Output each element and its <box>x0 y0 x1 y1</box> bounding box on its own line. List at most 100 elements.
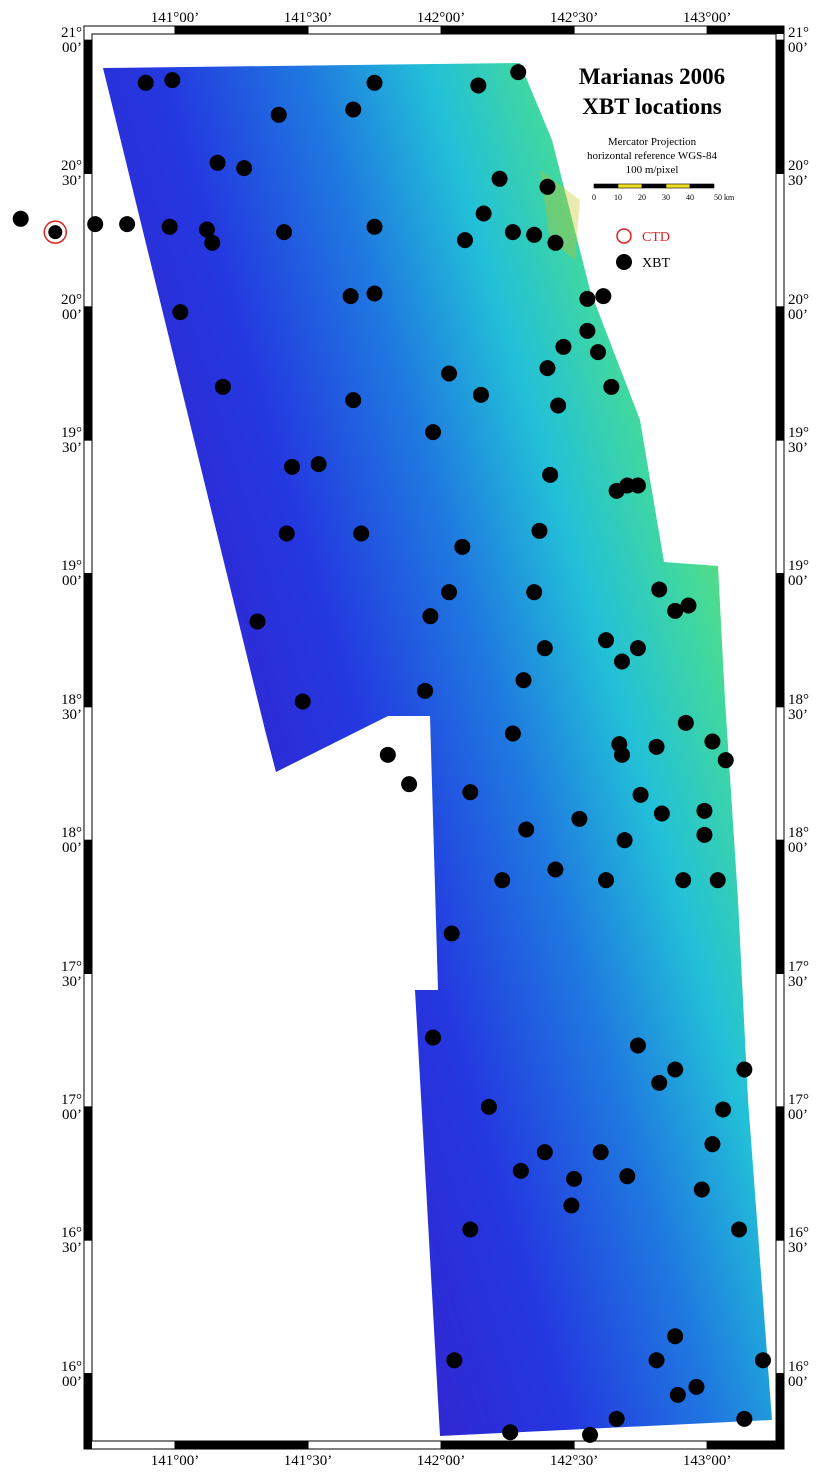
xbt-station <box>417 683 433 699</box>
x-tick-label: 141°00’ <box>135 11 215 26</box>
y-tick-label: 17° 00’ <box>40 1093 82 1123</box>
xbt-station <box>710 872 726 888</box>
xbt-station <box>172 304 188 320</box>
xbt-station <box>718 752 734 768</box>
projection-note: horizontal reference WGS-84 <box>587 150 717 162</box>
xbt-station <box>492 171 508 187</box>
xbt-station <box>516 672 532 688</box>
scale-label: 0 <box>592 193 596 202</box>
xbt-station <box>279 525 295 541</box>
xbt-station <box>630 477 646 493</box>
xbt-station <box>550 397 566 413</box>
xbt-station <box>563 1198 579 1214</box>
y-tick-label: 19° 00’ <box>788 559 824 589</box>
scale-segment <box>618 184 642 188</box>
y-tick-label: 17° 30’ <box>40 960 82 990</box>
scale-label: 30 <box>662 193 670 202</box>
y-tick-label: 18° 30’ <box>788 693 824 723</box>
frame-bar <box>776 307 784 440</box>
xbt-station <box>694 1182 710 1198</box>
x-tick-label: 143°00’ <box>667 11 747 26</box>
xbt-station <box>345 392 361 408</box>
xbt-station <box>276 224 292 240</box>
xbt-station <box>422 608 438 624</box>
xbt-station <box>731 1222 747 1238</box>
title: Marianas 2006 <box>579 64 725 89</box>
frame-bar <box>776 1107 784 1240</box>
xbt-station <box>614 747 630 763</box>
xbt-station <box>446 1352 462 1368</box>
xbt-station <box>462 1222 478 1238</box>
frame-bar <box>84 1374 92 1449</box>
scale-segment <box>666 184 690 188</box>
scale-label: 40 <box>686 193 694 202</box>
xbt-station <box>547 235 563 251</box>
xbt-station <box>87 216 103 232</box>
xbt-station <box>164 72 180 88</box>
xbt-station <box>13 211 29 227</box>
x-tick-label: 142°30’ <box>534 11 614 26</box>
xbt-station <box>696 803 712 819</box>
xbt-station <box>603 379 619 395</box>
xbt-station <box>579 323 595 339</box>
legend-label: CTD <box>642 230 670 245</box>
xbt-station <box>210 155 226 171</box>
frame-bar <box>441 1441 574 1449</box>
xbt-station <box>630 640 646 656</box>
scale-segment <box>642 184 666 188</box>
frame-bar <box>84 1107 92 1240</box>
xbt-station <box>651 581 667 597</box>
projection-note: 100 m/pixel <box>626 164 679 176</box>
frame-bar <box>175 26 308 34</box>
xbt-station <box>688 1379 704 1395</box>
xbt-station <box>284 459 300 475</box>
xbt-station <box>595 288 611 304</box>
xbt-station <box>441 584 457 600</box>
xbt-station <box>598 632 614 648</box>
y-tick-label: 20° 30’ <box>40 159 82 189</box>
xbt-station <box>343 288 359 304</box>
xbt-station <box>667 1328 683 1344</box>
scale-segment <box>594 184 618 188</box>
xbt-station <box>704 734 720 750</box>
xbt-station <box>236 160 252 176</box>
y-tick-label: 20° 00’ <box>788 293 824 323</box>
xbt-station <box>518 822 534 838</box>
y-tick-label: 19° 30’ <box>788 426 824 456</box>
y-tick-label: 19° 00’ <box>40 559 82 589</box>
y-tick-label: 16° 00’ <box>788 1360 824 1390</box>
xbt-station <box>630 1038 646 1054</box>
xbt-station <box>454 539 470 555</box>
ctd-station <box>48 225 62 239</box>
xbt-station <box>367 285 383 301</box>
xbt-station <box>119 216 135 232</box>
xbt-station <box>566 1171 582 1187</box>
x-tick-label: 143°00’ <box>667 1454 747 1469</box>
xbt-station <box>401 776 417 792</box>
xbt-station <box>215 379 231 395</box>
xbt-station <box>271 107 287 123</box>
xbt-station <box>582 1427 598 1443</box>
xbt-station <box>295 693 311 709</box>
x-tick-label: 141°30’ <box>268 11 348 26</box>
xbt-station <box>680 597 696 613</box>
xbt-station <box>555 339 571 355</box>
xbt-station <box>470 77 486 93</box>
frame-bar <box>84 840 92 973</box>
xbt-station <box>670 1387 686 1403</box>
xbt-station <box>678 715 694 731</box>
xbt-station <box>704 1136 720 1152</box>
frame-bar <box>175 1441 308 1449</box>
xbt-station <box>649 1352 665 1368</box>
xbt-station <box>675 872 691 888</box>
y-tick-label: 18° 00’ <box>40 826 82 856</box>
xbt-station <box>510 64 526 80</box>
xbt-station <box>633 787 649 803</box>
xbt-station <box>353 525 369 541</box>
xbt-station <box>367 219 383 235</box>
frame-bar <box>707 1441 784 1449</box>
frame-bar <box>776 573 784 706</box>
xbt-station <box>204 235 220 251</box>
legend-label: XBT <box>642 256 670 271</box>
xbt-station <box>425 424 441 440</box>
